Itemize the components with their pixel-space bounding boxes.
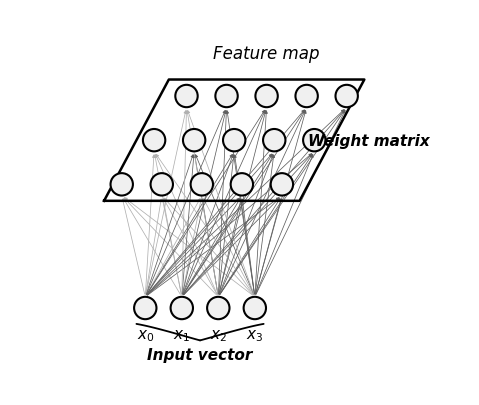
- Circle shape: [303, 130, 325, 152]
- Circle shape: [134, 297, 157, 320]
- Circle shape: [171, 297, 193, 320]
- Text: $x_3$: $x_3$: [246, 327, 263, 343]
- Circle shape: [335, 85, 358, 108]
- Circle shape: [271, 174, 293, 196]
- Circle shape: [183, 130, 205, 152]
- Circle shape: [207, 297, 229, 320]
- Text: Input vector: Input vector: [148, 347, 253, 362]
- Text: $x_1$: $x_1$: [173, 327, 190, 343]
- Circle shape: [231, 174, 253, 196]
- Circle shape: [296, 85, 318, 108]
- Circle shape: [244, 297, 266, 320]
- Text: Feature map: Feature map: [213, 45, 320, 63]
- Circle shape: [255, 85, 278, 108]
- Text: Weight matrix: Weight matrix: [308, 133, 430, 148]
- Text: $x_2$: $x_2$: [210, 327, 227, 343]
- Circle shape: [223, 130, 245, 152]
- Circle shape: [143, 130, 165, 152]
- Circle shape: [111, 174, 133, 196]
- Text: $x_0$: $x_0$: [137, 327, 154, 343]
- Circle shape: [216, 85, 238, 108]
- Circle shape: [263, 130, 285, 152]
- Circle shape: [150, 174, 173, 196]
- Circle shape: [175, 85, 198, 108]
- Circle shape: [191, 174, 213, 196]
